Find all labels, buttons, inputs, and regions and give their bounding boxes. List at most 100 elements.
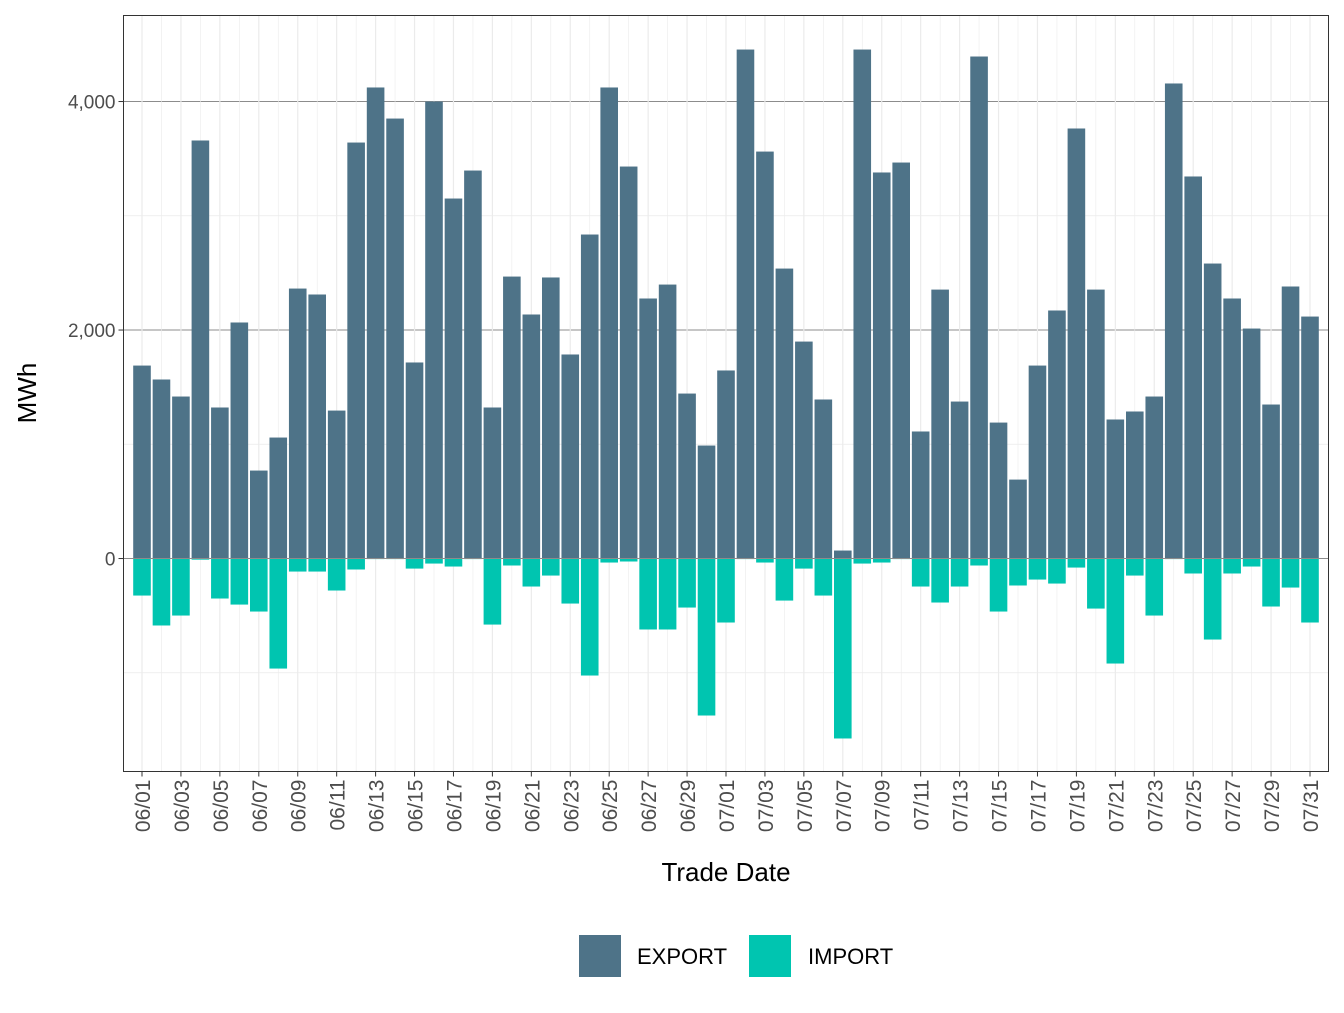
bar-export-07-16 (1009, 479, 1027, 559)
bar-import-06-11 (327, 558, 346, 591)
x-tick-label: 07/17 (1027, 780, 1050, 833)
bar-export-06-05 (211, 407, 229, 559)
bar-export-07-21 (1106, 419, 1125, 559)
bar-export-07-27 (1223, 298, 1241, 559)
bar-export-06-15 (405, 362, 424, 559)
x-tick-label: 07/13 (950, 780, 973, 833)
bar-import-06-19 (483, 558, 502, 625)
bar-export-07-18 (1048, 310, 1066, 559)
bar-import-06-03 (172, 558, 190, 616)
bar-export-06-16 (425, 101, 443, 559)
bar-export-06-01 (133, 365, 151, 559)
bar-export-06-23 (561, 354, 580, 559)
x-tick-label: 07/27 (1222, 780, 1245, 833)
x-tick-label: 07/15 (989, 780, 1012, 833)
bar-import-06-25 (600, 558, 618, 563)
x-tick-label: 06/07 (249, 780, 272, 833)
bar-import-06-07 (250, 558, 268, 612)
bar-export-06-08 (269, 437, 288, 559)
bar-import-07-11 (911, 558, 930, 587)
bar-export-07-26 (1203, 263, 1222, 559)
x-tick-label: 07/21 (1105, 780, 1128, 833)
bar-export-07-03 (756, 151, 774, 559)
bar-export-07-23 (1145, 396, 1164, 559)
x-tick-label: 06/13 (366, 780, 389, 833)
bar-import-06-04 (191, 558, 210, 560)
bar-import-06-10 (308, 558, 326, 572)
y-axis: 0 2,000 4,000 (68, 93, 124, 571)
x-tick-label: 06/21 (521, 780, 544, 833)
bar-export-06-22 (542, 277, 560, 559)
y-tick-label: 4,000 (68, 93, 116, 114)
bar-import-07-27 (1223, 558, 1241, 574)
bar-export-07-08 (853, 49, 872, 559)
bar-export-06-29 (678, 393, 696, 559)
bar-export-07-02 (736, 49, 755, 559)
bars (123, 49, 1329, 739)
bar-import-06-21 (522, 558, 541, 587)
bar-import-06-27 (639, 558, 657, 630)
bar-import-07-19 (1067, 558, 1086, 568)
bar-import-06-20 (503, 558, 521, 566)
bar-import-06-15 (405, 558, 424, 569)
bar-import-07-12 (931, 558, 949, 603)
bar-import-07-26 (1203, 558, 1222, 640)
x-tick-label: 07/05 (794, 780, 817, 833)
bar-import-07-22 (1126, 558, 1144, 576)
legend: EXPORT IMPORT (579, 935, 893, 977)
bar-export-07-12 (931, 289, 949, 559)
bar-import-07-25 (1184, 558, 1202, 574)
bar-import-07-06 (814, 558, 833, 596)
x-tick-label: 06/03 (171, 780, 194, 833)
bar-import-06-22 (542, 558, 560, 576)
bar-import-07-21 (1106, 558, 1125, 664)
bar-export-06-19 (483, 407, 502, 559)
x-tick-label: 07/19 (1066, 780, 1089, 833)
bar-import-06-23 (561, 558, 580, 604)
bar-export-07-30 (1281, 286, 1300, 559)
bar-export-06-06 (230, 322, 249, 559)
x-tick-label: 07/29 (1261, 780, 1284, 833)
bar-export-07-01 (717, 370, 735, 559)
bar-export-07-19 (1067, 128, 1086, 559)
x-tick-label: 07/03 (755, 780, 778, 833)
bar-export-06-27 (639, 298, 657, 559)
bar-export-06-14 (386, 118, 404, 559)
x-tick-label: 06/29 (677, 780, 700, 833)
y-tick-label: 0 (105, 550, 116, 571)
bar-import-07-04 (775, 558, 794, 601)
x-tick-label: 06/11 (327, 780, 350, 831)
x-tick-label: 06/01 (132, 780, 155, 833)
bar-import-06-01 (133, 558, 151, 596)
legend-swatch-export (579, 935, 621, 977)
bar-export-06-10 (308, 294, 326, 559)
bar-import-07-30 (1281, 558, 1300, 588)
x-tick-label: 07/07 (833, 780, 856, 833)
bar-export-07-04 (775, 268, 794, 559)
bar-import-07-03 (756, 558, 774, 563)
bar-export-06-20 (503, 276, 521, 559)
bar-import-07-15 (989, 558, 1008, 612)
y-axis-title: MWh (12, 363, 42, 424)
bar-import-07-01 (717, 558, 735, 623)
bar-export-06-17 (444, 198, 463, 559)
bar-export-06-11 (327, 410, 346, 559)
bar-export-07-24 (1164, 83, 1183, 559)
x-tick-label: 06/17 (443, 780, 466, 833)
bar-import-07-29 (1262, 558, 1280, 607)
bar-import-06-09 (288, 558, 307, 572)
x-tick-label: 07/25 (1183, 780, 1206, 833)
bar-import-06-02 (152, 558, 171, 626)
bar-import-06-24 (580, 558, 599, 676)
bar-import-06-26 (619, 558, 638, 562)
bar-import-06-06 (230, 558, 249, 605)
bar-export-07-13 (950, 401, 969, 559)
x-tick-label: 07/09 (872, 780, 895, 833)
bar-export-07-17 (1028, 365, 1047, 559)
bar-export-07-25 (1184, 176, 1202, 559)
bar-export-06-09 (288, 288, 307, 559)
bar-export-07-20 (1087, 289, 1105, 559)
bar-import-07-17 (1028, 558, 1047, 580)
x-tick-label: 07/11 (911, 780, 934, 831)
